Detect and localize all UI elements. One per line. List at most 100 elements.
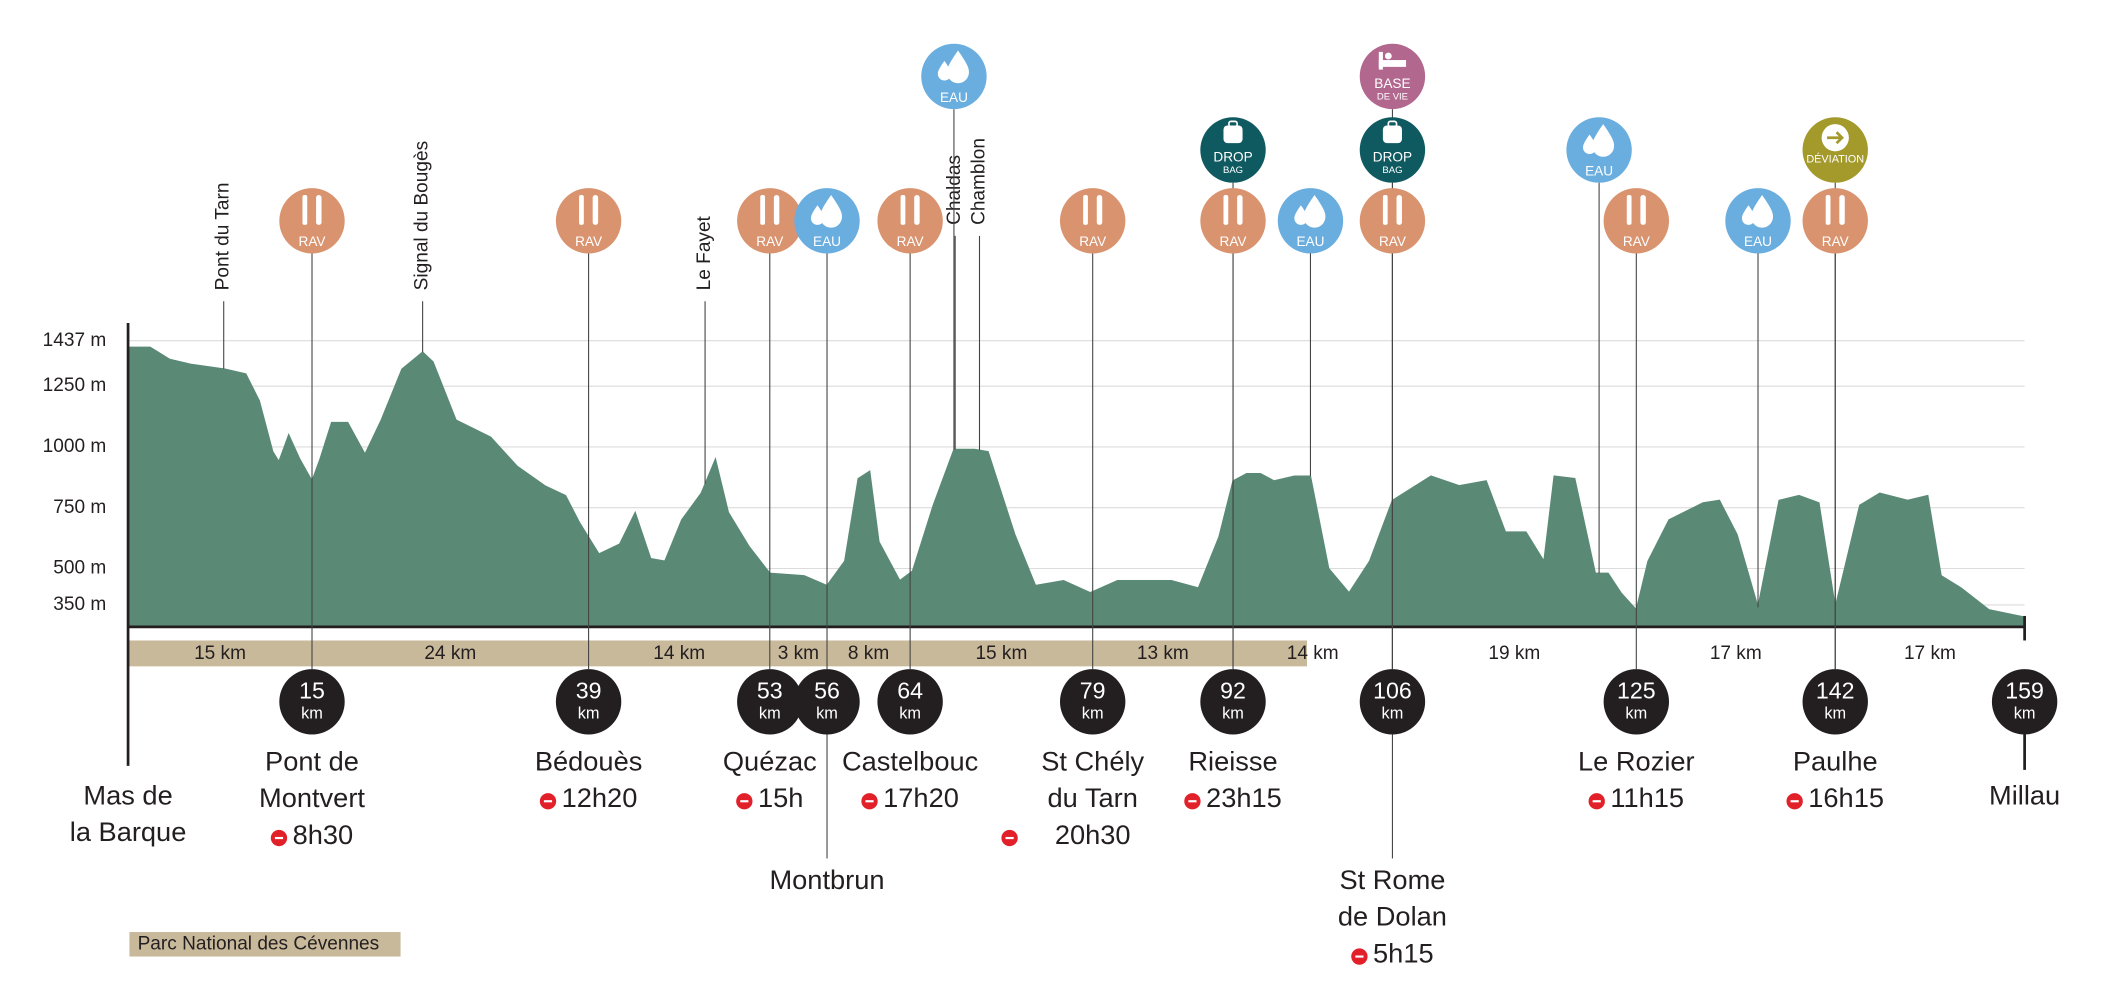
km-marker	[555, 669, 622, 735]
km-value: 125	[1617, 677, 1656, 703]
y-tick-label: 350 m	[53, 594, 106, 615]
service-icon	[1059, 188, 1126, 254]
icon-knife	[592, 194, 599, 225]
km-unit: km	[301, 704, 323, 722]
km-marker	[1359, 669, 1426, 735]
waypoint-name: Rieisse	[1188, 745, 1277, 776]
icon-bed	[1378, 60, 1407, 67]
km-value: 159	[2005, 677, 2044, 703]
service-label: RAV	[299, 234, 327, 249]
profile-line	[128, 346, 2025, 618]
waypoint-name: Montbrun	[769, 864, 884, 895]
segment-label: 14 km	[1287, 643, 1339, 664]
km-value: 64	[897, 677, 923, 703]
segment-label: 17 km	[1710, 643, 1762, 664]
service-icon	[555, 188, 622, 254]
icon-bed-pillow	[1384, 52, 1392, 60]
waypoint-name: Pont de	[265, 745, 359, 776]
km-unit: km	[899, 704, 921, 722]
service-label: DROP	[1373, 150, 1412, 165]
km-marker	[1200, 669, 1266, 735]
y-tick-label: 1437 m	[43, 330, 107, 351]
waypoint-name: St Chély	[1041, 745, 1144, 776]
waypoint-name: Quézac	[723, 745, 817, 776]
service-label: BASE	[1374, 76, 1410, 91]
icon-drop	[1751, 194, 1773, 228]
segment-label: 13 km	[1137, 643, 1189, 664]
service-label: EAU	[1296, 234, 1324, 249]
km-value: 15	[299, 677, 325, 703]
y-tick-label: 1000 m	[43, 436, 107, 457]
km-value: 92	[1220, 677, 1246, 703]
icon-fork	[900, 194, 906, 225]
km-value: 79	[1080, 677, 1106, 703]
peak-label: Chaldas	[944, 155, 965, 225]
waypoint-name: Le Rozier	[1578, 745, 1695, 776]
cutoff-time: 8h30	[293, 819, 354, 850]
service-label: RAV	[1623, 234, 1651, 249]
y-tick-label: 500 m	[53, 558, 106, 579]
service-icon	[877, 188, 943, 254]
icon-drop	[820, 194, 842, 228]
icon-knife	[773, 194, 780, 225]
km-value: 39	[576, 677, 602, 703]
cutoff-time: 20h30	[1055, 819, 1131, 850]
icon-knife	[1396, 194, 1402, 225]
service-label: EAU	[1585, 163, 1613, 178]
km-marker	[279, 669, 345, 735]
peak-label: Pont du Tarn	[213, 183, 234, 291]
service-label: RAV	[756, 234, 784, 249]
waypoint-name: St Rome	[1339, 864, 1445, 895]
icon-fork	[302, 194, 308, 225]
icon-fork	[1083, 194, 1088, 225]
icon-fork	[1626, 194, 1632, 225]
segment-label: 19 km	[1488, 643, 1540, 664]
service-label: BAG	[1223, 165, 1243, 176]
icon-bag	[1382, 125, 1402, 144]
cutoff-time: 11h15	[1610, 782, 1684, 813]
icon-knife	[1096, 194, 1103, 225]
service-label: RAV	[1379, 234, 1407, 249]
icon-fork	[760, 194, 766, 225]
km-marker	[794, 669, 860, 735]
icon-arrow	[1827, 131, 1844, 145]
peak-label: Signal du Bougès	[412, 141, 433, 290]
icon-drop	[1592, 124, 1615, 157]
cutoff-time: 16h15	[1808, 782, 1884, 813]
y-tick-label: 750 m	[53, 497, 106, 518]
icon-drop	[947, 50, 969, 84]
km-value: 53	[757, 677, 783, 703]
km-unit: km	[816, 704, 838, 722]
segment-label: 15 km	[975, 643, 1027, 664]
km-marker	[1603, 669, 1670, 735]
icon-fork	[1382, 194, 1388, 225]
waypoint-name: du Tarn	[1048, 782, 1138, 813]
service-label: RAV	[1822, 234, 1850, 249]
cutoff-time: 17h20	[883, 782, 959, 813]
km-marker	[1991, 669, 2058, 735]
waypoint-name: la Barque	[70, 816, 187, 847]
service-label: EAU	[940, 90, 968, 105]
service-icon	[279, 188, 345, 254]
service-label: RAV	[1220, 234, 1248, 249]
segment-label: 24 km	[424, 643, 476, 664]
icon-knife	[316, 194, 322, 225]
km-marker	[737, 669, 803, 735]
service-label: BAG	[1382, 165, 1402, 176]
icon-drop	[1583, 134, 1597, 155]
km-unit: km	[759, 704, 781, 722]
segment-label: 3 km	[778, 643, 819, 664]
km-unit: km	[578, 704, 600, 722]
park-legend-swatch	[129, 932, 401, 957]
km-marker	[877, 669, 943, 735]
icon-bed-head	[1378, 51, 1383, 70]
service-icon	[1200, 117, 1266, 183]
cutoff-time: 5h15	[1373, 937, 1434, 968]
km-unit: km	[1824, 704, 1846, 722]
peak-label: Le Fayet	[694, 215, 715, 290]
service-label: RAV	[897, 234, 925, 249]
cutoff-time: 12h20	[562, 782, 638, 813]
service-icon	[1359, 188, 1426, 254]
